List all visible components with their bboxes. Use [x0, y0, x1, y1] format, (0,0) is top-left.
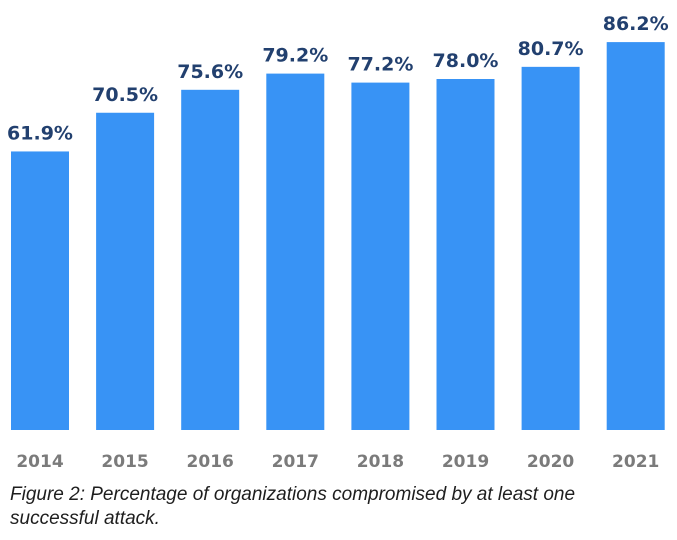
figure-caption: Figure 2: Percentage of organizations co…: [10, 484, 576, 529]
bar-2021: [606, 42, 665, 430]
bar-chart: 61.9% 70.5% 75.6% 79.2% 77.2% 78.0% 80.7% 86.2%…: [7, 13, 669, 472]
x-tick-label-2016: 2016: [187, 452, 234, 472]
data-labels-group: 61.9% 70.5% 75.6% 79.2% 77.2% 78.0% 80.7% 86.2%: [7, 13, 669, 144]
bar-2018: [351, 82, 410, 430]
x-tick-label-2019: 2019: [442, 452, 489, 472]
x-axis-ticks: 2014 2015 2016 2017 2018 2019 2020 2021: [16, 452, 659, 472]
data-label-2018: 77.2%: [347, 54, 413, 76]
x-tick-label-2021: 2021: [612, 452, 659, 472]
bar-2015: [96, 112, 155, 430]
bar-2019: [436, 79, 495, 430]
data-label-2021: 86.2%: [603, 13, 669, 35]
bar-2014: [11, 151, 69, 430]
x-tick-label-2017: 2017: [272, 452, 319, 472]
x-tick-label-2018: 2018: [357, 452, 404, 472]
bar-2016: [181, 89, 240, 431]
data-label-2017: 79.2%: [262, 45, 328, 67]
data-label-2020: 80.7%: [518, 38, 584, 60]
x-tick-label-2015: 2015: [101, 452, 148, 472]
bar-2017: [266, 73, 325, 430]
data-label-2016: 75.6%: [177, 61, 243, 83]
data-label-2019: 78.0%: [433, 50, 499, 72]
bars-group: [11, 42, 665, 431]
data-label-2014: 61.9%: [7, 122, 73, 144]
bar-2020: [521, 66, 580, 430]
x-tick-label-2020: 2020: [527, 452, 574, 472]
x-tick-label-2014: 2014: [16, 452, 63, 472]
data-label-2015: 70.5%: [92, 84, 158, 106]
